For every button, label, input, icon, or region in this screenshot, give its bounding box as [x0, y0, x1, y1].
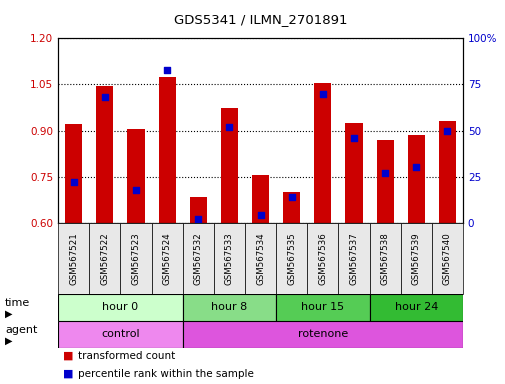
FancyBboxPatch shape — [431, 223, 462, 294]
Text: GSM567539: GSM567539 — [411, 232, 420, 285]
Bar — [376, 140, 393, 223]
Text: GSM567537: GSM567537 — [349, 232, 358, 285]
Bar — [438, 121, 455, 223]
FancyBboxPatch shape — [58, 321, 182, 348]
Text: hour 15: hour 15 — [300, 302, 344, 312]
FancyBboxPatch shape — [89, 223, 120, 294]
FancyBboxPatch shape — [244, 223, 276, 294]
Point — [163, 67, 171, 73]
Bar — [221, 108, 237, 223]
Text: GSM567540: GSM567540 — [442, 232, 451, 285]
Text: GSM567532: GSM567532 — [193, 232, 203, 285]
Text: ■: ■ — [63, 369, 74, 379]
FancyBboxPatch shape — [58, 223, 89, 294]
Bar — [65, 124, 82, 223]
Text: GSM567538: GSM567538 — [380, 232, 389, 285]
FancyBboxPatch shape — [182, 223, 214, 294]
Point — [318, 91, 326, 97]
Text: GSM567535: GSM567535 — [287, 232, 295, 285]
Text: GSM567523: GSM567523 — [131, 232, 140, 285]
Bar — [283, 192, 299, 223]
Text: GDS5341 / ILMN_2701891: GDS5341 / ILMN_2701891 — [174, 13, 346, 26]
Point — [100, 94, 109, 101]
Text: GSM567521: GSM567521 — [69, 232, 78, 285]
Point — [256, 212, 264, 218]
Text: ▶: ▶ — [5, 336, 13, 346]
Point — [287, 194, 295, 200]
Text: control: control — [101, 329, 139, 339]
Point — [380, 170, 388, 176]
Point — [225, 124, 233, 130]
Text: GSM567536: GSM567536 — [318, 232, 327, 285]
Bar — [189, 197, 207, 223]
FancyBboxPatch shape — [369, 223, 400, 294]
FancyBboxPatch shape — [400, 223, 431, 294]
Bar — [407, 135, 424, 223]
Bar — [158, 77, 175, 223]
Text: hour 24: hour 24 — [394, 302, 437, 312]
Text: rotenone: rotenone — [297, 329, 347, 339]
FancyBboxPatch shape — [307, 223, 338, 294]
FancyBboxPatch shape — [182, 294, 276, 321]
FancyBboxPatch shape — [120, 223, 152, 294]
FancyBboxPatch shape — [152, 223, 182, 294]
Text: ■: ■ — [63, 351, 74, 361]
FancyBboxPatch shape — [338, 223, 369, 294]
Text: ▶: ▶ — [5, 309, 13, 319]
FancyBboxPatch shape — [58, 294, 182, 321]
Text: agent: agent — [5, 325, 37, 335]
Bar — [345, 123, 362, 223]
Point — [70, 179, 78, 185]
Text: GSM567533: GSM567533 — [225, 232, 233, 285]
Point — [194, 216, 202, 222]
Bar — [314, 83, 331, 223]
Text: percentile rank within the sample: percentile rank within the sample — [78, 369, 254, 379]
Point — [412, 164, 420, 170]
Text: GSM567524: GSM567524 — [162, 232, 171, 285]
Point — [349, 135, 358, 141]
FancyBboxPatch shape — [369, 294, 462, 321]
Text: hour 8: hour 8 — [211, 302, 247, 312]
Text: GSM567534: GSM567534 — [256, 232, 265, 285]
Bar — [127, 129, 144, 223]
Text: transformed count: transformed count — [78, 351, 175, 361]
FancyBboxPatch shape — [276, 294, 369, 321]
FancyBboxPatch shape — [214, 223, 244, 294]
Text: time: time — [5, 298, 30, 308]
Text: hour 0: hour 0 — [102, 302, 138, 312]
Bar — [96, 86, 113, 223]
FancyBboxPatch shape — [182, 321, 462, 348]
Point — [132, 187, 140, 193]
Bar — [251, 175, 269, 223]
FancyBboxPatch shape — [276, 223, 307, 294]
Text: GSM567522: GSM567522 — [100, 232, 109, 285]
Point — [442, 127, 450, 134]
